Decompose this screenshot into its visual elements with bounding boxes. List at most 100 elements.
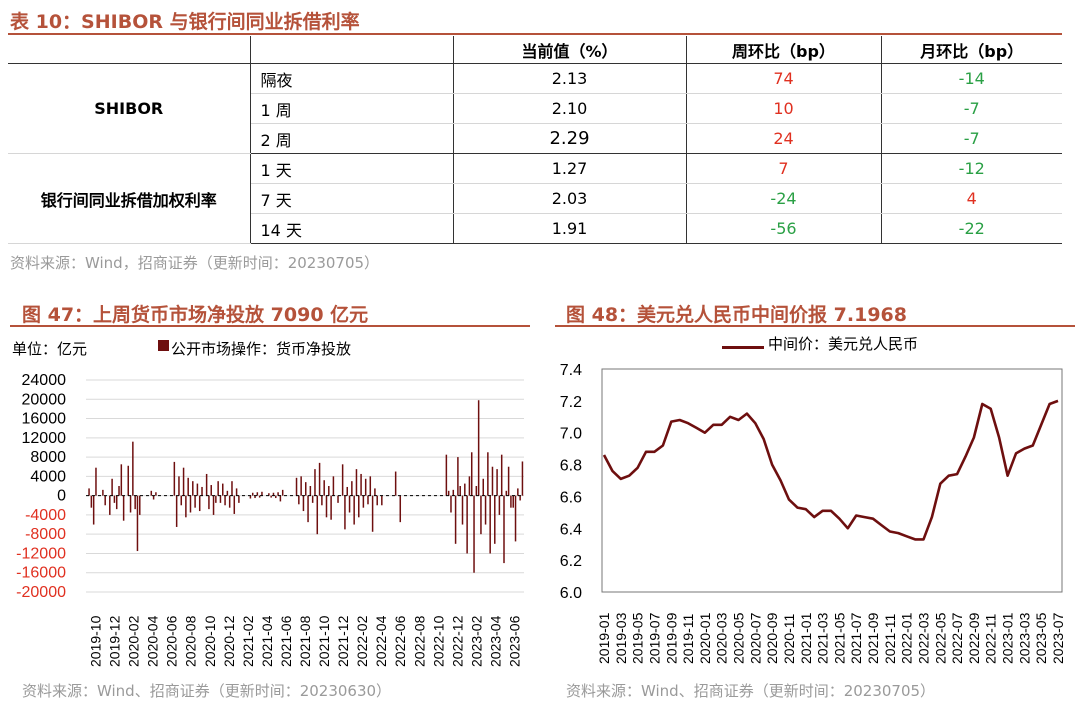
wow-cell: 74 bbox=[686, 63, 882, 94]
table-header-mom: 月环比（bp） bbox=[880, 36, 1062, 64]
chart47-bar bbox=[198, 495, 201, 512]
table-row: 银行间同业拆借加权利率 1 天 1.27 7 -12 bbox=[8, 153, 1062, 244]
chart48-series-line bbox=[602, 399, 1059, 541]
table-row: 1 周 2.10 10 -7 bbox=[8, 93, 1062, 124]
chart47-bar bbox=[519, 495, 521, 501]
chart47-bar bbox=[374, 488, 376, 496]
group-label-shibor: SHIBOR bbox=[8, 63, 251, 154]
chart47-bar bbox=[300, 476, 302, 496]
chart47-x-tick-label: 2022-06 bbox=[392, 615, 408, 667]
chart47-x-tick-label: 2021-10 bbox=[316, 615, 332, 667]
chart47-bar bbox=[464, 483, 466, 496]
chart47-y-tick-label: -12000 bbox=[16, 545, 66, 562]
chart47-bar bbox=[212, 495, 215, 515]
chart47-bar bbox=[376, 495, 378, 506]
chart47-bar bbox=[369, 476, 372, 496]
chart47-bar bbox=[491, 466, 494, 496]
tenor-cell: 隔夜 bbox=[250, 63, 454, 94]
chart47-bar bbox=[175, 495, 178, 527]
chart47-x-tick-label: 2021-02 bbox=[240, 615, 256, 667]
chart48-x-tick-label: 2019-01 bbox=[596, 612, 612, 664]
chart47-bar bbox=[316, 495, 319, 535]
chart47-bar bbox=[477, 400, 480, 496]
chart47-bar bbox=[355, 469, 358, 496]
chart47-bar bbox=[256, 492, 259, 496]
chart48-x-tick-label: 2021-01 bbox=[798, 612, 814, 664]
chart48-y-tick-label: 6.4 bbox=[560, 521, 582, 538]
table-header-value: 当前值（%） bbox=[452, 36, 686, 64]
chart48-x-tick-label: 2023-03 bbox=[1016, 612, 1032, 664]
chart47-bar bbox=[251, 492, 254, 496]
chart48-y-tick-label: 6.0 bbox=[560, 585, 582, 602]
chart47-x-tick-label: 2020-12 bbox=[221, 615, 237, 667]
chart47-y-tick-label: 8000 bbox=[30, 449, 66, 466]
chart47-bar bbox=[360, 473, 362, 496]
chart47-bar bbox=[367, 495, 369, 505]
mom-cell: -14 bbox=[881, 63, 1062, 94]
chart48-x-tick-label: 2021-09 bbox=[865, 612, 881, 664]
chart48-legend-label: 中间价：美元兑人民币 bbox=[768, 335, 919, 353]
chart47-y-tick-label: -8000 bbox=[25, 526, 66, 543]
chart47-bar bbox=[323, 480, 325, 496]
chart47-bar bbox=[88, 488, 90, 496]
chart47-x-tick-label: 2023-02 bbox=[468, 615, 484, 667]
mom-cell: -12 bbox=[881, 153, 1062, 184]
chart47-title-rule bbox=[10, 325, 530, 327]
tenor-cell: 2 周 bbox=[250, 123, 454, 154]
chart47-bar bbox=[180, 495, 183, 506]
chart47-bar bbox=[215, 495, 217, 503]
chart47-x-tick-label: 2019-10 bbox=[88, 615, 104, 667]
chart47-bar bbox=[187, 477, 189, 496]
chart47-bar bbox=[115, 495, 118, 510]
chart47-bar bbox=[102, 489, 104, 496]
mom-cell: -7 bbox=[881, 123, 1062, 154]
chart47-bar bbox=[268, 493, 270, 496]
table-source: 资料来源：Wind，招商证券（更新时间：20230705） bbox=[10, 254, 380, 272]
chart47-bar bbox=[90, 495, 93, 508]
value-cell: 2.03 bbox=[453, 183, 687, 214]
chart48-x-tick-label: 2019-09 bbox=[663, 612, 679, 664]
chart48-x-tick-label: 2023-07 bbox=[1050, 612, 1066, 664]
chart48-y-tick-label: 7.0 bbox=[560, 426, 582, 443]
chart47-bar bbox=[457, 457, 459, 496]
chart47-bar bbox=[113, 495, 116, 503]
chart48-x-tick-label: 2022-09 bbox=[966, 612, 982, 664]
chart47-bar bbox=[480, 495, 482, 535]
chart47-bar bbox=[139, 495, 141, 515]
chart47-bar bbox=[281, 489, 284, 496]
chart48-x-tick-label: 2023-01 bbox=[1000, 612, 1016, 664]
mom-cell: -7 bbox=[881, 93, 1062, 124]
chart47-y-tick-label: -20000 bbox=[16, 584, 66, 601]
mom-cell: 4 bbox=[881, 183, 1062, 214]
chart47-x-tick-label: 2020-06 bbox=[164, 615, 180, 667]
chart47-bar bbox=[454, 495, 457, 544]
chart47-x-tick-label: 2021-12 bbox=[335, 615, 351, 667]
table-row: 14 天 1.91 -56 -22 bbox=[8, 213, 1062, 244]
chart48-x-tick-label: 2020-09 bbox=[764, 612, 780, 664]
chart47-x-tick-label: 2022-10 bbox=[430, 615, 446, 667]
chart47-bar bbox=[521, 461, 524, 496]
value-cell: 1.91 bbox=[453, 213, 687, 244]
chart47-legend-swatch bbox=[158, 340, 169, 351]
chart47-x-tick-label: 2020-04 bbox=[145, 615, 161, 667]
table-title: 表 10：SHIBOR 与银行间同业拆借利率 bbox=[10, 11, 360, 33]
table-row: 7 天 2.03 -24 4 bbox=[8, 183, 1062, 214]
chart47-bar bbox=[224, 495, 226, 506]
chart47-bar bbox=[399, 495, 402, 523]
chart47-bar bbox=[362, 495, 365, 508]
chart47-bar bbox=[503, 495, 505, 564]
chart47-source: 资料来源：Wind、招商证券（更新时间：20230630） bbox=[22, 682, 392, 700]
chart48-x-tick-label: 2021-11 bbox=[882, 613, 898, 664]
chart47-y-tick-label: -4000 bbox=[25, 507, 66, 524]
chart47-bar bbox=[298, 495, 300, 505]
chart47-bar bbox=[337, 495, 339, 503]
tenor-cell: 7 天 bbox=[250, 183, 454, 214]
chart47-x-tick-label: 2020-08 bbox=[183, 615, 199, 667]
table-header-row: 当前值（%） 周环比（bp） 月环比（bp） bbox=[8, 36, 1062, 64]
chart47-bar bbox=[233, 495, 236, 514]
chart47-bar bbox=[318, 462, 321, 496]
chart47-bar bbox=[208, 495, 210, 510]
chart47-x-tick-label: 2022-02 bbox=[354, 615, 370, 667]
chart47-bar bbox=[328, 486, 330, 496]
wow-cell: -24 bbox=[686, 183, 882, 214]
